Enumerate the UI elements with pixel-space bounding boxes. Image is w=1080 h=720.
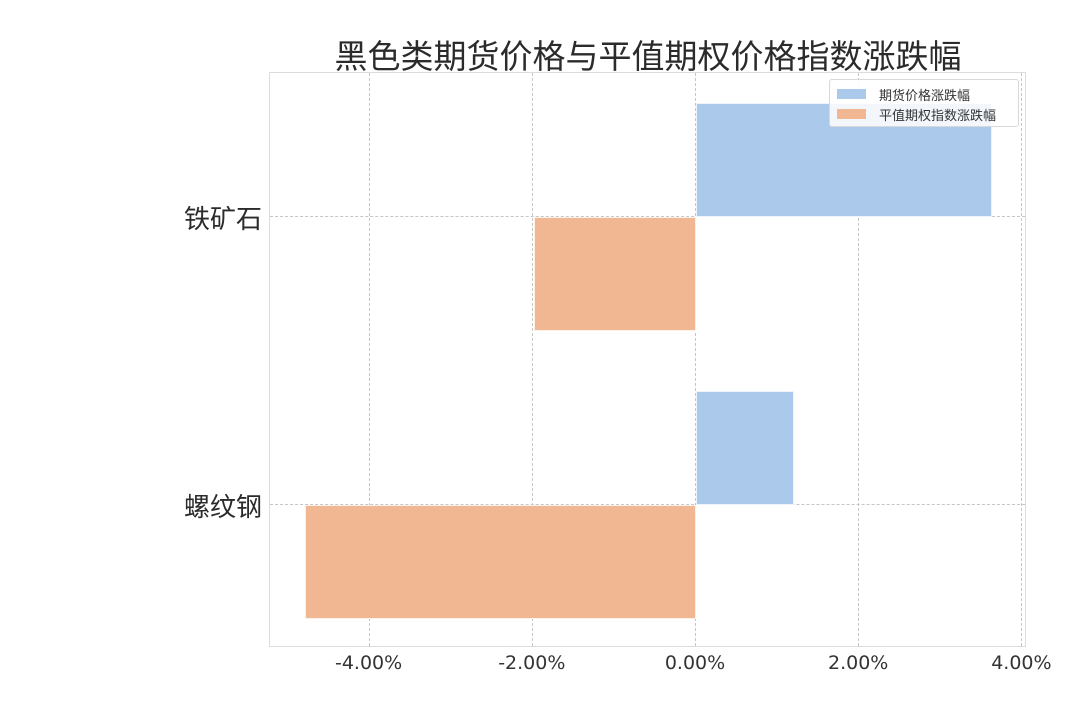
bar-options <box>533 217 696 331</box>
x-gridline <box>531 73 533 646</box>
plot-area <box>269 72 1026 647</box>
legend-item-futures: 期货价格涨跌幅 <box>837 84 1018 104</box>
x-tick-label: -4.00% <box>334 652 403 674</box>
chart-title: 黑色类期货价格与平值期权价格指数涨跌幅 <box>334 37 962 76</box>
x-tick-label: 0.00% <box>664 652 726 674</box>
x-gridline <box>1021 73 1023 646</box>
legend-label-options: 平值期权指数涨跌幅 <box>879 108 997 124</box>
y-gridline <box>270 504 1025 505</box>
x-tick-label: 2.00% <box>828 652 889 674</box>
legend: 期货价格涨跌幅 平值期权指数涨跌幅 <box>829 79 1019 127</box>
y-tick-label: 螺纹钢 <box>183 493 262 523</box>
x-gridline <box>368 73 370 646</box>
x-gridline <box>695 73 696 646</box>
legend-item-options: 平值期权指数涨跌幅 <box>837 104 1018 124</box>
y-tick-label: 铁矿石 <box>183 205 262 235</box>
x-tick-label: -2.00% <box>498 652 566 674</box>
x-tick-label: 4.00% <box>991 652 1052 674</box>
x-gridline <box>858 73 860 646</box>
legend-swatch-options <box>837 109 866 119</box>
legend-label-futures: 期货价格涨跌幅 <box>879 88 971 104</box>
y-gridline <box>270 216 1025 217</box>
bar-futures <box>696 391 794 505</box>
legend-swatch-futures <box>837 89 866 99</box>
bar-options <box>305 505 696 619</box>
